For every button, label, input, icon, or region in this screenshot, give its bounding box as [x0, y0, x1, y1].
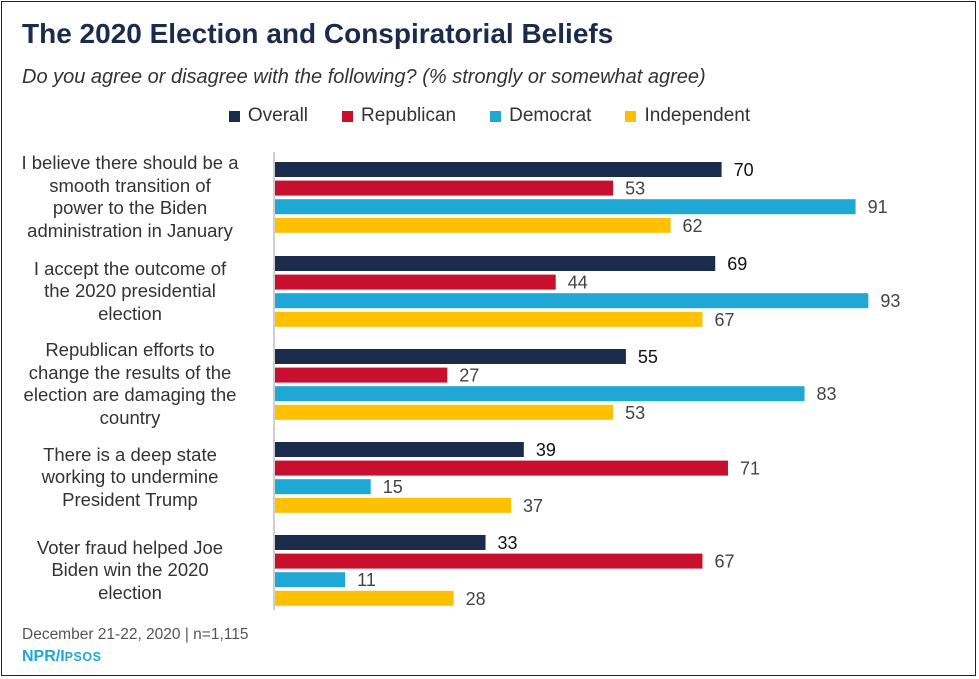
category-label-line: working to undermine	[41, 466, 219, 488]
legend-label-democrat: Democrat	[509, 105, 592, 126]
source-main: NPR/I	[22, 648, 65, 665]
bar-democrat-1	[275, 199, 856, 215]
category-label-line: the 2020 presidential	[44, 280, 216, 302]
category-label-line: President Trump	[62, 488, 198, 510]
legend: Overall Republican Democrat Independent	[0, 105, 979, 127]
bar-democrat-4	[275, 479, 371, 495]
category-label-line: election are damaging the	[23, 384, 237, 406]
category-label-line: I believe there should be a	[21, 152, 239, 174]
legend-item-independent: Independent	[625, 105, 750, 127]
value-label-overall-1: 70	[734, 160, 754, 180]
legend-swatch-overall	[228, 110, 240, 122]
value-label-overall-2: 69	[727, 254, 747, 274]
bar-republican-4	[275, 460, 728, 476]
bar-democrat-2	[275, 293, 869, 309]
legend-label-overall: Overall	[247, 105, 309, 126]
bar-independent-4	[275, 497, 512, 513]
value-label-republican-4: 71	[740, 459, 760, 479]
legend-swatch-democrat	[490, 110, 502, 122]
category-label-1: I believe there should be a smooth transi…	[4, 152, 256, 242]
bar-overall-4	[275, 442, 524, 457]
category-label-line: power to the Biden	[52, 197, 208, 219]
category-label-5: Voter fraud helped Joe Biden win the 2020…	[4, 537, 256, 605]
bar-overall-2	[275, 256, 716, 271]
legend-label-independent: Independent	[644, 105, 751, 126]
value-label-democrat-2: 93	[880, 291, 900, 311]
legend-label-republican: Republican	[361, 105, 457, 126]
legend-swatch-independent	[625, 110, 637, 122]
footer-date: December 21-22, 2020 | n=1,115	[22, 626, 249, 643]
category-label-line: I accept the outcome of	[33, 257, 227, 279]
category-label-line: election	[98, 302, 162, 324]
bar-independent-5	[275, 590, 454, 606]
category-label-line: administration in January	[27, 219, 233, 241]
legend-swatch-republican	[342, 110, 354, 122]
source-small: PSOS	[64, 650, 102, 664]
bar-overall-1	[275, 162, 722, 177]
category-label-line: change the results of the	[28, 361, 232, 383]
legend-item-republican: Republican	[342, 105, 456, 127]
bar-independent-3	[275, 404, 614, 420]
category-label-line: country	[99, 406, 161, 428]
value-label-independent-3: 53	[625, 403, 645, 423]
value-label-democrat-5: 11	[357, 570, 376, 590]
chart-subtitle: Do you agree or disagree with the follow…	[22, 66, 706, 88]
category-label-line: Voter fraud helped Joe	[36, 536, 224, 558]
value-label-overall-5: 33	[498, 533, 518, 553]
chart-title: The 2020 Election and Conspiratorial Bel…	[22, 18, 614, 49]
bar-republican-5	[275, 553, 703, 569]
bar-republican-1	[275, 180, 614, 196]
value-label-democrat-3: 83	[817, 384, 837, 404]
value-label-independent-2: 67	[714, 310, 734, 330]
source-logo: NPR/IPSOS	[22, 648, 101, 666]
value-label-democrat-1: 91	[868, 197, 888, 217]
value-label-republican-5: 67	[714, 552, 734, 572]
category-label-line: There is a deep state	[43, 443, 217, 465]
legend-item-overall: Overall	[228, 105, 309, 127]
bar-independent-1	[275, 217, 671, 233]
category-axis-line	[273, 152, 275, 610]
value-label-overall-3: 55	[638, 347, 658, 367]
category-label-3: Republican efforts to change the results …	[4, 339, 256, 429]
category-label-line: Biden win the 2020	[51, 559, 209, 581]
value-label-republican-1: 53	[625, 179, 645, 199]
legend-item-democrat: Democrat	[490, 105, 591, 127]
bar-republican-3	[275, 367, 448, 383]
category-label-4: There is a deep state working to undermin…	[4, 444, 256, 512]
category-label-line: Republican efforts to	[45, 339, 215, 361]
value-label-republican-2: 44	[568, 273, 588, 293]
bar-democrat-5	[275, 572, 346, 588]
value-label-independent-4: 37	[523, 496, 543, 516]
value-label-overall-4: 39	[536, 440, 556, 460]
category-label-line: smooth transition of	[49, 174, 211, 196]
bar-republican-2	[275, 274, 556, 290]
value-label-independent-5: 28	[466, 589, 486, 609]
category-label-2: I accept the outcome of the 2020 presiden…	[4, 258, 256, 326]
value-label-republican-3: 27	[459, 366, 479, 386]
value-label-democrat-4: 15	[383, 477, 403, 497]
bar-overall-5	[275, 535, 486, 550]
bar-independent-2	[275, 311, 703, 327]
bar-democrat-3	[275, 386, 805, 402]
category-label-line: election	[98, 581, 162, 603]
bar-overall-3	[275, 349, 626, 364]
value-label-independent-1: 62	[683, 216, 703, 236]
